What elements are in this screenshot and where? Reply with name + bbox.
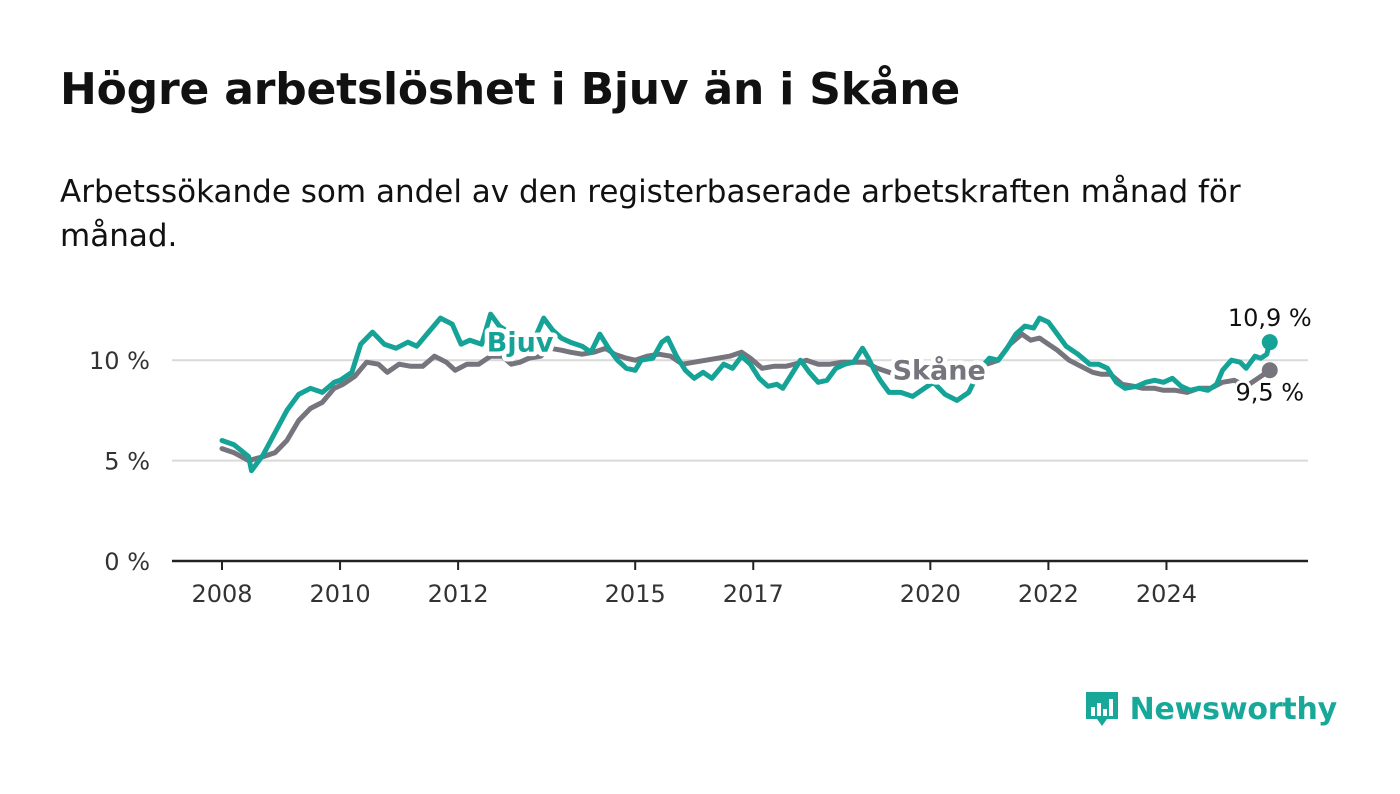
y-tick-label: 10 % — [89, 347, 150, 375]
end-markers — [1261, 334, 1278, 379]
end-value-label-bjuv: 10,9 % — [1228, 304, 1312, 332]
newsworthy-logo-icon — [1085, 692, 1118, 726]
y-axis-tick-labels: 0 % 5 % 10 % — [89, 347, 150, 576]
x-tick-label: 2017 — [723, 580, 784, 608]
x-axis-tick-labels: 2008 2010 2012 2015 2017 2020 2022 2024 — [191, 580, 1197, 608]
end-marker-skane — [1261, 362, 1278, 379]
x-tick-label: 2015 — [605, 580, 666, 608]
gridlines — [172, 359, 1308, 462]
y-tick-label: 5 % — [104, 448, 150, 476]
end-marker-bjuv — [1261, 334, 1278, 351]
end-value-label-skane: 9,5 % — [1235, 378, 1304, 406]
newsworthy-brand: Newsworthy — [1084, 690, 1337, 728]
chart-subtitle: Arbetssökande som andel av den registerb… — [60, 174, 1241, 255]
chart-title: Högre arbetslöshet i Bjuv än i Skåne — [60, 64, 961, 115]
series-label-bjuv: Bjuv — [487, 327, 554, 358]
series-labels: Bjuv Skåne — [482, 323, 990, 391]
series-line-bjuv — [219, 311, 1273, 474]
x-tick-label: 2022 — [1018, 580, 1079, 608]
series-label-skane: Skåne — [893, 354, 986, 386]
x-tick-label: 2012 — [428, 580, 489, 608]
x-tick-label: 2010 — [310, 580, 371, 608]
x-tick-label: 2024 — [1136, 580, 1197, 608]
series-line-skane — [219, 331, 1273, 464]
x-tick-label: 2020 — [900, 580, 961, 608]
series-lines — [219, 311, 1273, 474]
x-tick-label: 2008 — [191, 580, 252, 608]
end-value-labels: 10,9 % 9,5 % — [1225, 301, 1315, 409]
y-tick-label: 0 % — [104, 548, 150, 576]
x-axis — [172, 559, 1308, 570]
brand-name: Newsworthy — [1129, 691, 1338, 727]
